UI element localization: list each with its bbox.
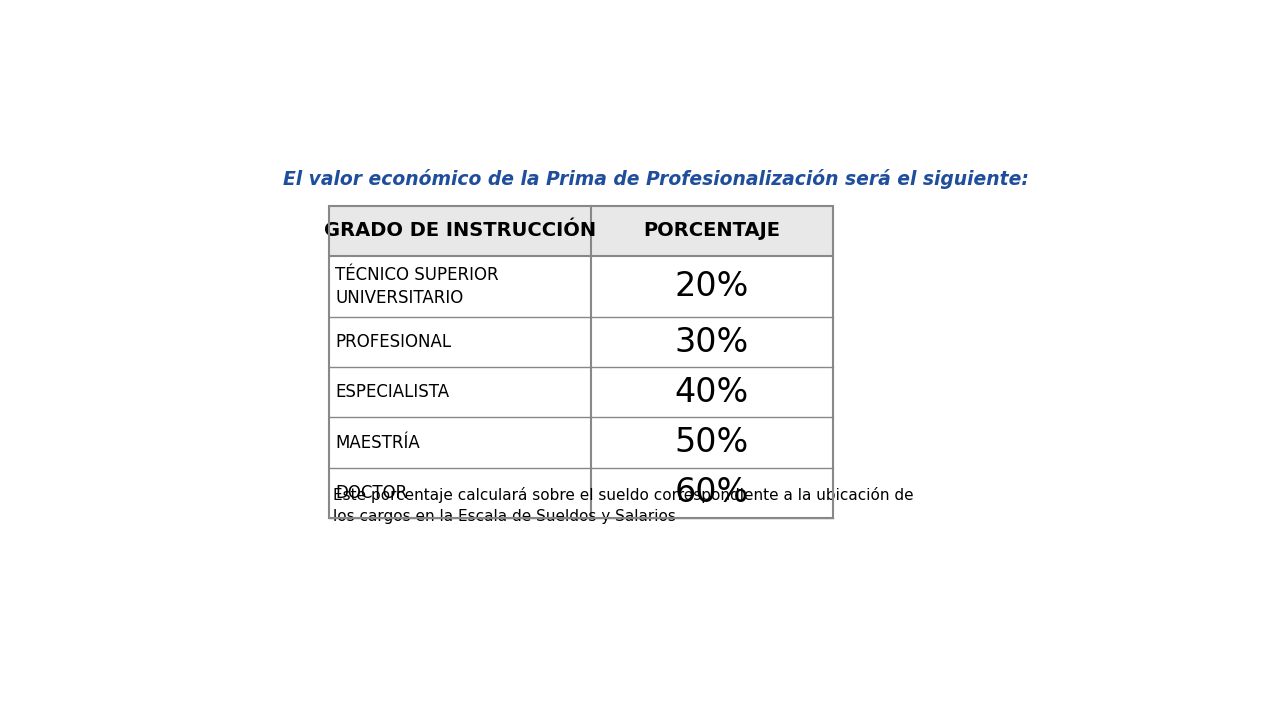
Text: 60%: 60%	[675, 476, 749, 509]
Text: PROFESIONAL: PROFESIONAL	[335, 333, 452, 351]
Text: GRADO DE INSTRUCCIÓN: GRADO DE INSTRUCCIÓN	[324, 221, 596, 240]
Text: 40%: 40%	[675, 376, 749, 409]
Text: Este porcentaje calculará sobre el sueldo correspondiente a la ubicación de
los : Este porcentaje calculará sobre el sueld…	[333, 487, 914, 523]
Bar	[329, 206, 833, 518]
Text: 20%: 20%	[675, 270, 749, 303]
Text: TÉCNICO SUPERIOR
UNIVERSITARIO: TÉCNICO SUPERIOR UNIVERSITARIO	[335, 266, 499, 307]
Text: DOCTOR: DOCTOR	[335, 484, 407, 502]
Text: 30%: 30%	[675, 326, 749, 359]
Text: ESPECIALISTA: ESPECIALISTA	[335, 384, 449, 402]
Text: El valor económico de la Prima de Profesionalización será el siguiente:: El valor económico de la Prima de Profes…	[283, 168, 1029, 189]
Bar	[329, 206, 833, 256]
Text: 50%: 50%	[675, 426, 749, 459]
Text: MAESTRÍA: MAESTRÍA	[335, 433, 420, 451]
Text: PORCENTAJE: PORCENTAJE	[644, 221, 781, 240]
